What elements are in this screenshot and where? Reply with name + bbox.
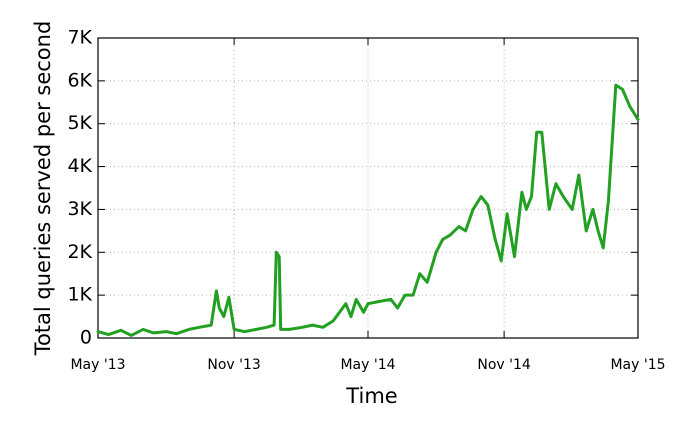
y-axis-ticks: 0 1K 2K 3K 4K 5K 6K 7K — [67, 27, 638, 349]
y-axis-label: Total queries served per second — [31, 21, 55, 357]
y-tick-label: 3K — [67, 198, 92, 220]
y-tick-label: 0 — [80, 327, 92, 349]
x-tick-label: May '13 — [70, 357, 125, 373]
x-axis-ticks: May '13 Nov '13 May '14 Nov '14 May '15 — [70, 38, 666, 373]
x-axis-label: Time — [345, 384, 397, 408]
x-tick-label: Nov '14 — [477, 357, 531, 373]
series-line — [96, 83, 640, 337]
x-tick-label: May '15 — [610, 357, 665, 373]
y-tick-label: 2K — [67, 241, 92, 263]
y-tick-label: 6K — [67, 69, 92, 91]
y-tick-label: 4K — [67, 155, 92, 177]
y-tick-label: 7K — [67, 27, 92, 49]
y-tick-label: 1K — [67, 284, 92, 306]
y-tick-label: 5K — [67, 112, 92, 134]
x-tick-label: Nov '13 — [207, 357, 260, 373]
x-tick-label: May '14 — [340, 357, 395, 373]
